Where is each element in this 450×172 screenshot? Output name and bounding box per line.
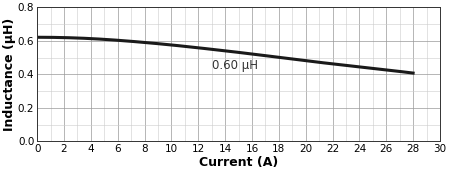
- Y-axis label: Inductance (μH): Inductance (μH): [4, 18, 17, 131]
- X-axis label: Current (A): Current (A): [199, 155, 278, 169]
- Text: 0.60 μH: 0.60 μH: [212, 59, 258, 72]
